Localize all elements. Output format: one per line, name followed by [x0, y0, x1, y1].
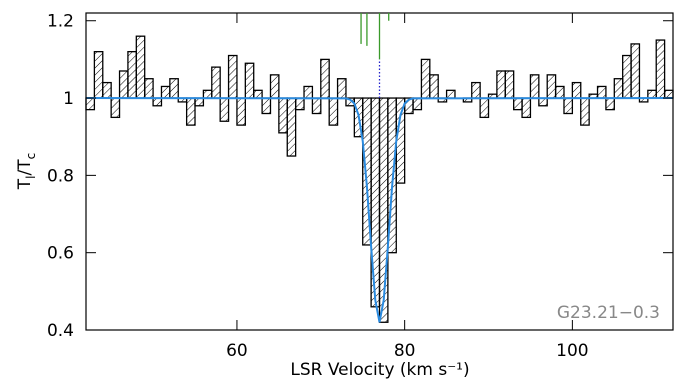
spectrum-channel — [479, 97, 490, 119]
x-tick-label: 80 — [394, 341, 416, 361]
spectrum-channel — [647, 89, 657, 99]
spectrum-channel — [135, 35, 146, 99]
spectrum-channel — [303, 85, 314, 99]
spectrum-channel — [211, 66, 221, 99]
y-label-part: /T — [15, 159, 35, 176]
x-tick-label: 100 — [556, 341, 588, 361]
spectrum-channel — [294, 97, 305, 111]
spectrum-channel — [328, 97, 339, 126]
spectrum-channel — [110, 97, 121, 119]
spectrum-channel — [152, 97, 163, 107]
spectrum-channel — [563, 97, 574, 115]
spectrum-channel — [445, 89, 456, 99]
spectrum-channel — [160, 85, 171, 99]
spectrum-channel — [236, 97, 246, 126]
spectrum-channel — [580, 97, 590, 126]
spectrum-channel — [546, 74, 557, 99]
x-axis-label: LSR Velocity (km s⁻¹) — [290, 360, 469, 380]
x-tick-label: 60 — [226, 341, 248, 361]
spectrum-channel — [412, 97, 423, 111]
spectrum-channel — [622, 54, 632, 99]
spectrum-channel — [571, 81, 582, 99]
spectrum-channel — [144, 78, 154, 99]
spectrum-channel — [554, 85, 565, 99]
spectrum-channel — [429, 74, 439, 99]
spectrum-channel — [102, 81, 112, 99]
spectrum-channel — [504, 70, 515, 99]
spectrum-channel — [244, 62, 255, 99]
spectrum-channel — [370, 97, 381, 308]
y-axis-label: Tl/Tc — [15, 153, 38, 190]
spectrum-channel — [663, 89, 674, 99]
y-tick-label: 1.2 — [47, 12, 74, 32]
spectrum-channel — [529, 74, 540, 99]
y-tick-label: 0.6 — [47, 244, 74, 264]
spectrum-channel — [496, 70, 506, 99]
spectrum-channel — [311, 97, 322, 115]
y-label-sub: c — [24, 153, 38, 160]
spectrum-channel — [269, 74, 280, 99]
spectrum-channel — [521, 97, 532, 119]
spectrum-channel — [596, 85, 607, 99]
spectrum-channel — [605, 97, 615, 111]
spectrum-channel — [513, 97, 523, 111]
spectrum-channel — [286, 97, 297, 157]
y-label-sub: l — [24, 176, 38, 179]
spectrum-channel — [85, 97, 96, 111]
spectrum-channel — [613, 78, 624, 99]
spectrum-channel — [261, 97, 272, 115]
y-tick-label: 0.8 — [47, 166, 74, 186]
spectrum-channel — [219, 97, 230, 122]
y-tick-label: 1 — [63, 89, 74, 109]
spectrum-channel — [655, 39, 666, 99]
spectrum-channel — [253, 89, 263, 99]
spectrum-channel — [93, 51, 104, 99]
spectrum-channel — [630, 43, 641, 99]
y-tick-label: 0.4 — [47, 321, 74, 341]
spectrum-channel — [185, 97, 196, 126]
spectrum-channel — [320, 58, 330, 99]
spectrum-channel — [278, 97, 288, 134]
annotation: G23.21−0.3 — [557, 303, 660, 323]
spectrum-channel — [336, 78, 347, 99]
spectrum-channel — [471, 81, 481, 99]
spectrum-channel — [202, 89, 213, 99]
spectrum-channel — [127, 51, 137, 99]
fit-curve — [85, 97, 674, 323]
y-label-part: T — [15, 178, 35, 190]
spectrum-channel — [395, 97, 406, 184]
spectrum-channel — [169, 78, 179, 99]
spectrum-channel — [118, 70, 129, 99]
spectrum-channel — [420, 58, 431, 99]
spectrum-channel — [227, 54, 238, 99]
